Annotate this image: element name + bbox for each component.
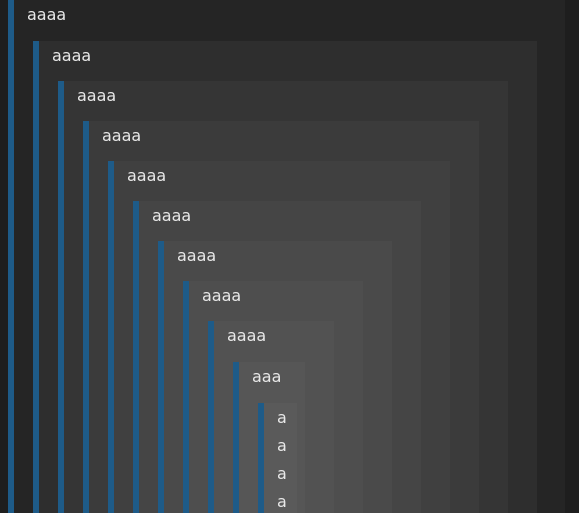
quote-block-level-8: aaaa aaaa aaa a a a a [183,281,363,513]
quote-bar [208,321,214,513]
quote-text: aaaa [27,5,67,24]
quote-text: aaaa [77,86,117,105]
quote-bar [133,201,139,513]
quote-block-level-2: aaaa aaaa aaaa aaaa aaaa aaaa aaaa aaaa aaa a a a a [33,41,537,513]
quote-bar [183,281,189,513]
quote-bar [108,161,114,513]
quote-block-level-6: aaaa aaaa aaaa aaaa aaa a a a a [133,201,421,513]
quote-block-level-9: aaaa aaa a a a a [208,321,334,513]
quote-text: aaaa [202,286,242,305]
quote-text: a [277,408,287,427]
quote-text: aaaa [52,46,92,65]
quote-text: aaa [252,367,282,386]
quote-text: a [277,464,287,483]
quote-block-level-3: aaaa aaaa aaaa aaaa aaaa aaaa aaaa aaa a a a a [58,81,508,513]
quote-bar [258,403,264,513]
quote-bar [33,41,39,513]
quote-text: aaaa [227,326,267,345]
quote-bar [83,121,89,513]
quote-text: aaaa [152,206,192,225]
quote-bar [233,362,239,513]
quote-block-level-1: aaaa aaaa aaaa aaaa aaaa aaaa aaaa aaaa aaaa aaa a… [8,0,565,513]
quote-block-level-7: aaaa aaaa aaaa aaa a a a a [158,241,392,513]
quote-text: aaaa [102,126,142,145]
quote-bar [8,0,14,513]
quote-text: a [277,492,287,511]
quote-block-level-4: aaaa aaaa aaaa aaaa aaaa aaaa aaa a a a a [83,121,479,513]
quote-text: aaaa [127,166,167,185]
quote-bar [158,241,164,513]
quote-text: a [277,436,287,455]
quote-bar [58,81,64,513]
quote-block-level-5: aaaa aaaa aaaa aaaa aaaa aaa a a a a [108,161,450,513]
quote-block-level-10: aaa a a a a [233,362,305,513]
quote-text: aaaa [177,246,217,265]
